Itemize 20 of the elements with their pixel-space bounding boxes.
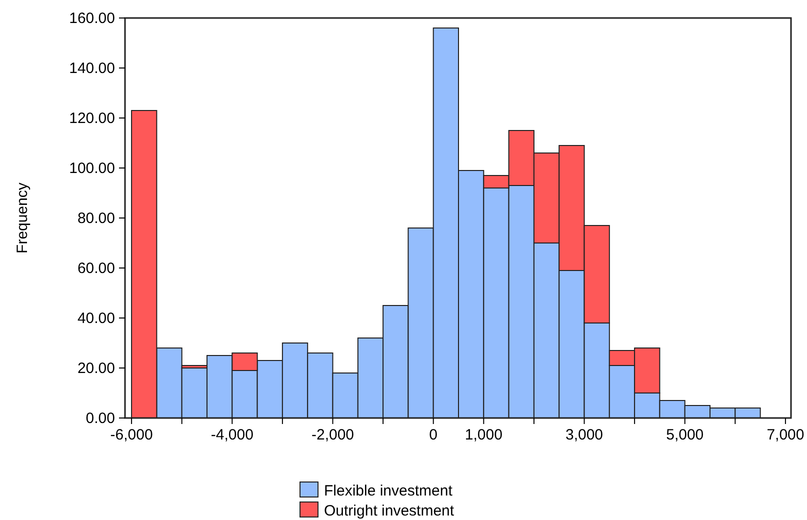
x-tick-label: 0 [429, 426, 438, 444]
legend-label: Flexible investment [324, 482, 454, 500]
x-tick-label: 1,000 [464, 426, 502, 444]
y-tick-label: 100.00 [69, 160, 115, 177]
y-tick-label: 0.00 [86, 410, 115, 427]
y-tick-label: 20.00 [77, 360, 115, 377]
y-tick-label: 160.00 [69, 10, 115, 27]
x-tick-label: -4,000 [210, 426, 254, 444]
x-tick-label: 7,000 [766, 426, 804, 444]
legend-label: Outright investment [324, 502, 455, 520]
x-tick-label: 5,000 [666, 426, 704, 444]
y-axis-title: Frequency [14, 182, 31, 254]
y-tick-label: 120.00 [69, 110, 115, 127]
x-tick-label: 3,000 [565, 426, 604, 444]
y-tick-label: 80.00 [77, 210, 115, 227]
y-tick-label: 60.00 [77, 260, 115, 277]
x-tick-label: -2,000 [311, 426, 354, 444]
y-tick-label: 40.00 [77, 310, 115, 327]
x-tick-label: -6,000 [110, 426, 153, 444]
y-tick-label: 140.00 [69, 60, 115, 77]
